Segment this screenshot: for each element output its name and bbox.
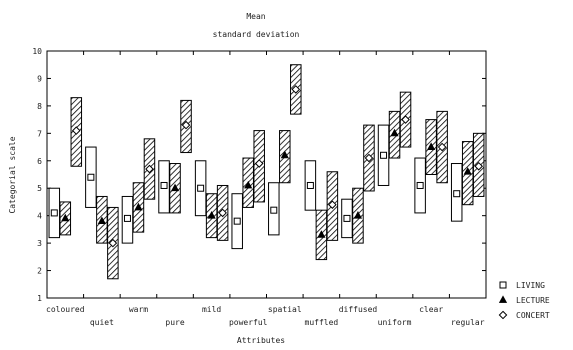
lecture-mean-marker: [134, 202, 143, 211]
concert-legend-marker: [498, 310, 508, 320]
x-tick-label: uniform: [378, 318, 412, 327]
living-mean-marker: [123, 214, 131, 222]
x-tick-label: mild: [202, 305, 221, 314]
living-mean-marker: [416, 181, 424, 189]
x-tick-label: diffused: [339, 305, 378, 314]
legend-label: LECTURE: [516, 296, 550, 305]
lecture-mean-marker: [97, 216, 106, 225]
living-mean-marker: [380, 151, 388, 159]
living-legend-marker: [499, 281, 507, 289]
legend: LIVING LECTURE CONCERT: [498, 281, 550, 320]
concert-mean-marker: [145, 164, 154, 174]
lecture-mean-marker: [427, 142, 436, 150]
concert-mean-marker: [71, 126, 81, 135]
concert-mean-marker: [181, 120, 191, 130]
lecture-mean-marker: [207, 211, 216, 219]
living-mean-marker: [343, 214, 351, 222]
chart-title: Mean: [246, 12, 265, 21]
x-tick-label: muffled: [305, 318, 339, 327]
living-mean-marker: [160, 181, 168, 189]
x-tick-label: quiet: [90, 318, 114, 327]
x-tick-label: coloured: [46, 305, 85, 314]
lecture-mean-marker: [353, 211, 363, 219]
legend-label: LIVING: [516, 281, 545, 290]
lecture-mean-marker: [170, 183, 180, 192]
x-tick-label: powerful: [229, 318, 268, 327]
x-tick-label: pure: [165, 318, 184, 327]
lecture-mean-marker: [280, 150, 289, 159]
concert-mean-marker: [254, 159, 264, 168]
x-tick-label: clear: [419, 305, 443, 314]
y-tick-label: 8: [37, 102, 42, 111]
y-tick-label: 10: [32, 47, 42, 56]
living-mean-marker: [233, 217, 241, 225]
concert-mean-marker: [364, 153, 374, 163]
y-tick-label: 6: [37, 157, 42, 166]
legend-label: CONCERT: [516, 311, 550, 320]
x-tick-label: warm: [129, 305, 148, 314]
y-tick-label: 2: [37, 267, 42, 276]
y-tick-label: 5: [37, 184, 42, 193]
y-tick-label: 3: [37, 239, 42, 248]
y-tick-label: 4: [37, 212, 42, 221]
concert-mean-marker: [401, 115, 410, 124]
x-tick-label: spatial: [268, 305, 302, 314]
y-tick-label: 7: [37, 129, 42, 138]
chart-subtitle: standard deviation: [213, 30, 300, 39]
lecture-mean-marker: [61, 213, 70, 222]
concert-mean-marker: [474, 161, 484, 171]
concert-mean-marker: [437, 142, 447, 152]
living-mean-marker: [453, 190, 461, 198]
living-mean-marker: [197, 184, 205, 192]
concert-mean-marker: [218, 208, 227, 218]
living-mean-marker: [306, 181, 314, 189]
concert-mean-marker: [328, 200, 337, 209]
y-axis-label: Categorial scale: [8, 136, 17, 213]
x-axis-label: Attributes: [237, 336, 285, 345]
x-tick-label: regular: [451, 318, 485, 327]
concert-mean-marker: [291, 85, 301, 94]
living-mean-marker: [87, 173, 95, 181]
lecture-mean-marker: [463, 167, 472, 175]
lecture-mean-marker: [390, 128, 399, 137]
y-tick-label: 1: [37, 294, 42, 303]
living-mean-marker: [270, 206, 278, 214]
y-tick-label: 9: [37, 74, 42, 83]
lecture-mean-marker: [317, 230, 326, 238]
concert-mean-marker: [108, 238, 118, 248]
lecture-mean-marker: [244, 180, 253, 189]
lecture-legend-marker: [498, 295, 508, 303]
living-mean-marker: [50, 209, 58, 217]
plot-area: 1 2 3 4 5 6 7 8 9 10 coloured quiet warm pure mild powe…: [32, 47, 487, 327]
